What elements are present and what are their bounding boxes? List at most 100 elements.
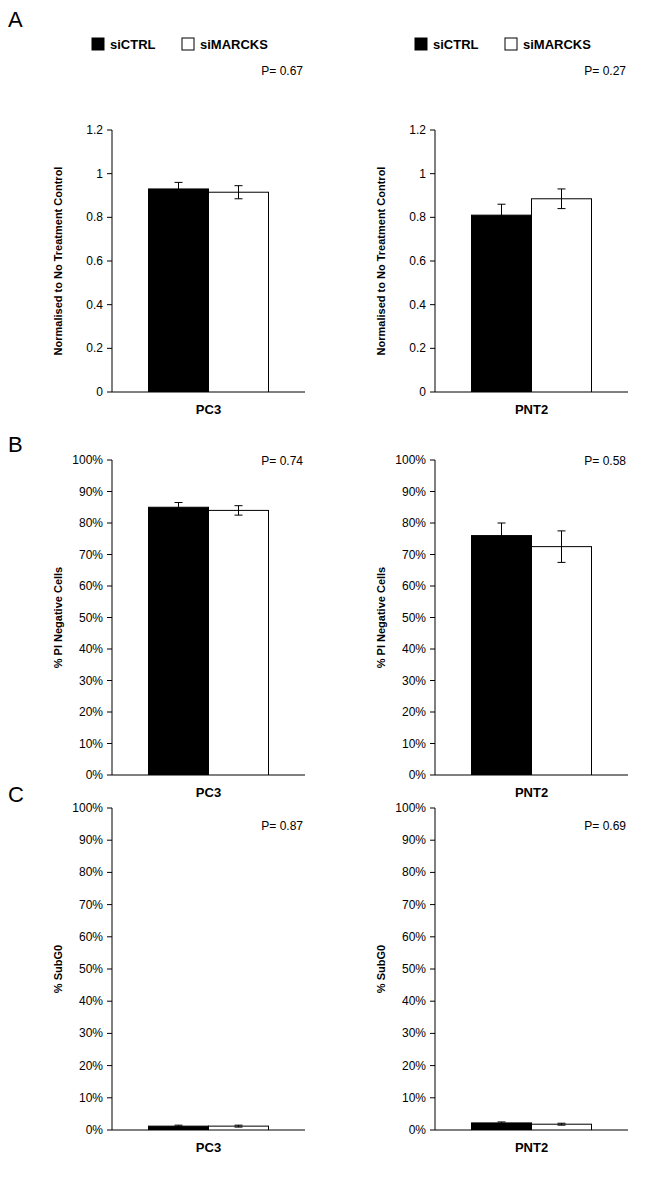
- y-tick: [107, 969, 112, 970]
- y-tick: [107, 392, 112, 393]
- y-tick: [430, 936, 435, 937]
- y-tick: [107, 304, 112, 305]
- y-tick-label: 90%: [402, 485, 426, 499]
- category-label: PNT2: [515, 402, 548, 417]
- panel: C0%10%20%30%40%50%60%70%80%90%100%% SubG…: [8, 782, 305, 1155]
- y-tick-label: 0%: [86, 768, 104, 782]
- category-label: PNT2: [515, 1140, 548, 1155]
- y-tick: [107, 1033, 112, 1034]
- y-axis: [112, 808, 113, 1130]
- y-tick-label: 1: [419, 167, 426, 181]
- legend-label: siMARCKS: [523, 37, 591, 52]
- y-tick: [107, 712, 112, 713]
- y-tick: [107, 904, 112, 905]
- error-bar: [498, 523, 506, 548]
- y-tick-label: 20%: [79, 705, 103, 719]
- annotation: P= 0.87: [261, 819, 303, 833]
- y-axis-label: % PI Negative Cells: [52, 567, 64, 669]
- y-tick-label: 60%: [402, 930, 426, 944]
- y-tick-label: 10%: [402, 1091, 426, 1105]
- y-tick-label: 60%: [79, 579, 103, 593]
- y-tick: [430, 586, 435, 587]
- y-axis-label: % SubG0: [52, 945, 64, 993]
- bar: [532, 547, 592, 775]
- y-tick: [430, 1097, 435, 1098]
- error-bars: [498, 523, 566, 562]
- y-tick: [107, 872, 112, 873]
- y-tick: [107, 936, 112, 937]
- y-tick-label: 1: [96, 167, 103, 181]
- y-tick: [430, 872, 435, 873]
- y-tick: [430, 808, 435, 809]
- error-cap: [498, 523, 506, 524]
- figure: AsiCTRLsiMARCKS00.20.40.60.811.2Normalis…: [0, 0, 650, 1194]
- y-tick: [430, 649, 435, 650]
- error-cap: [235, 1127, 243, 1128]
- bars: [149, 189, 269, 392]
- y-tick: [430, 743, 435, 744]
- panel: B0%10%20%30%40%50%60%70%80%90%100%% PI N…: [8, 432, 305, 800]
- error-line: [561, 189, 562, 209]
- y-tick-label: 0%: [409, 1123, 427, 1137]
- error-cap: [175, 502, 183, 503]
- error-bar: [498, 1122, 506, 1124]
- bars: [149, 507, 269, 775]
- y-tick: [430, 1033, 435, 1034]
- y-tick: [107, 523, 112, 524]
- error-bar: [175, 1125, 183, 1127]
- error-bar: [498, 204, 506, 226]
- error-cap: [498, 204, 506, 205]
- y-axis-label: % PI Negative Cells: [375, 567, 387, 669]
- bar: [532, 1124, 592, 1130]
- y-tick-label: 90%: [402, 833, 426, 847]
- y-axis-label: % SubG0: [375, 945, 387, 993]
- y-tick-label: 50%: [79, 962, 103, 976]
- y-tick: [430, 460, 435, 461]
- category-label: PNT2: [515, 785, 548, 800]
- error-cap: [175, 1125, 183, 1126]
- y-tick-label: 10%: [79, 737, 103, 751]
- bar: [532, 199, 592, 392]
- error-cap: [558, 1125, 566, 1126]
- y-tick-label: 90%: [79, 833, 103, 847]
- error-bar: [175, 503, 183, 512]
- error-line: [561, 531, 562, 563]
- category-label: PC3: [196, 785, 221, 800]
- error-cap: [235, 515, 243, 516]
- y-tick: [430, 173, 435, 174]
- y-tick-label: 40%: [79, 994, 103, 1008]
- bar: [149, 189, 209, 392]
- y-tick: [430, 217, 435, 218]
- error-bars: [498, 189, 566, 226]
- y-tick: [430, 1001, 435, 1002]
- legend-label: siCTRL: [110, 37, 156, 52]
- error-cap: [235, 1125, 243, 1126]
- y-tick-label: 80%: [402, 865, 426, 879]
- y-tick-label: 50%: [79, 611, 103, 625]
- error-cap: [558, 1123, 566, 1124]
- annotation: P= 0.58: [584, 454, 626, 468]
- y-tick-label: 40%: [402, 642, 426, 656]
- y-axis-label: Normalised to No Treatment Control: [375, 167, 387, 356]
- y-tick: [107, 554, 112, 555]
- y-axis-label: Normalised to No Treatment Control: [52, 167, 64, 356]
- y-tick-label: 100%: [72, 801, 103, 815]
- y-tick-label: 60%: [402, 579, 426, 593]
- error-cap: [498, 1123, 506, 1124]
- y-tick-label: 20%: [79, 1059, 103, 1073]
- panel-label: B: [8, 432, 23, 457]
- bar: [472, 1123, 532, 1130]
- bar: [472, 215, 532, 392]
- y-tick: [430, 969, 435, 970]
- error-bar: [235, 186, 243, 199]
- error-bars: [498, 1122, 566, 1125]
- y-tick: [107, 840, 112, 841]
- error-bars: [175, 1125, 243, 1127]
- y-tick-label: 80%: [402, 516, 426, 530]
- panel-label: A: [8, 7, 23, 32]
- y-tick: [430, 392, 435, 393]
- legend-label: siMARCKS: [200, 37, 268, 52]
- y-tick: [107, 617, 112, 618]
- error-cap: [558, 208, 566, 209]
- annotation: P= 0.69: [584, 819, 626, 833]
